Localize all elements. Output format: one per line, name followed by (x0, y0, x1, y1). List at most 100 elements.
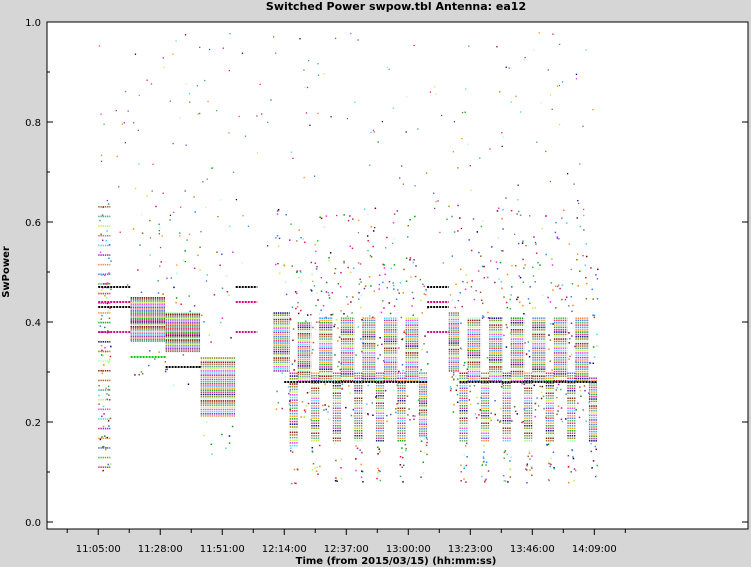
outlier-point (377, 141, 379, 143)
data-point (404, 443, 407, 446)
data-point (361, 471, 364, 473)
data-point (464, 288, 467, 291)
data-point (595, 274, 597, 276)
data-point (393, 305, 396, 307)
data-point (377, 446, 379, 449)
data-point (509, 476, 512, 478)
data-point (531, 474, 533, 477)
data-point (375, 396, 377, 398)
data-point (401, 338, 403, 341)
outlier-point (241, 52, 244, 54)
data-point (304, 241, 306, 244)
data-point (293, 468, 296, 471)
data-point (376, 477, 378, 480)
data-point (357, 298, 360, 300)
data-point (188, 295, 190, 297)
data-point (501, 383, 504, 385)
data-point (483, 316, 485, 318)
outlier-point (99, 251, 102, 253)
outlier-point (558, 84, 561, 87)
data-point (166, 368, 169, 371)
data-point (289, 400, 291, 402)
outlier-point (490, 260, 492, 262)
outlier-point (541, 228, 543, 230)
data-point (503, 451, 506, 454)
data-point (314, 328, 317, 331)
data-point (383, 267, 386, 269)
data-point (231, 425, 234, 428)
data-point (407, 224, 410, 227)
x-tick-label: 13:00:00 (386, 544, 431, 555)
data-point (372, 245, 374, 248)
data-point (300, 416, 302, 418)
data-point (494, 281, 496, 284)
data-point (403, 330, 406, 332)
data-point (378, 274, 381, 277)
data-point (304, 411, 307, 413)
data-point (534, 281, 536, 283)
data-point (426, 438, 428, 441)
data-point (178, 232, 181, 234)
data-point (559, 287, 561, 290)
outlier-point (517, 199, 519, 201)
data-point (529, 469, 531, 471)
outlier-point (206, 178, 208, 180)
outlier-point (100, 154, 103, 157)
data-point (328, 259, 330, 262)
data-point (381, 343, 383, 346)
data-point (405, 257, 408, 260)
data-point (395, 411, 397, 414)
data-point (478, 251, 480, 254)
data-point (392, 282, 395, 284)
data-point (401, 447, 403, 449)
outlier-point (357, 232, 360, 234)
data-point (372, 230, 375, 232)
outlier-point (549, 180, 552, 183)
data-point (542, 395, 545, 398)
data-point (369, 254, 372, 257)
data-point (288, 239, 291, 241)
data-point (460, 348, 463, 350)
data-point (502, 250, 504, 252)
outlier-point (373, 131, 375, 133)
outlier-point (272, 36, 275, 38)
data-point (524, 342, 526, 344)
data-point (517, 242, 520, 245)
data-point (421, 348, 423, 351)
outlier-point (511, 264, 513, 267)
data-point (463, 361, 466, 364)
outlier-points (98, 32, 599, 298)
outlier-point (228, 69, 230, 72)
data-point (134, 374, 136, 376)
data-point (276, 390, 278, 393)
data-point (359, 278, 361, 281)
data-point (415, 265, 417, 267)
data-point (289, 408, 291, 411)
data-point (584, 389, 586, 392)
data-point (359, 449, 361, 451)
data-point (468, 239, 470, 241)
data-point (149, 219, 151, 222)
data-point (102, 425, 105, 428)
data-point (203, 321, 205, 323)
data-point (590, 267, 592, 269)
segment-11 (354, 262, 364, 483)
data-point (547, 478, 550, 481)
data-point (102, 445, 105, 448)
data-point (327, 411, 329, 413)
data-point (502, 228, 504, 230)
axes: 0.0 0.2 0.4 0.6 0.8 1.0 11:05:00 11:28:00 11:51:… (25, 18, 748, 555)
data-point (549, 322, 552, 325)
data-point (103, 283, 105, 285)
data-point (474, 413, 477, 415)
outlier-point (205, 206, 207, 209)
data-point (465, 274, 468, 276)
outlier-point (496, 46, 498, 48)
outlier-point (579, 163, 581, 165)
data-point (309, 391, 311, 393)
outlier-point (425, 290, 427, 292)
data-point (99, 325, 102, 327)
outlier-point (571, 283, 574, 285)
data-point (363, 208, 366, 211)
outlier-point (346, 117, 349, 120)
